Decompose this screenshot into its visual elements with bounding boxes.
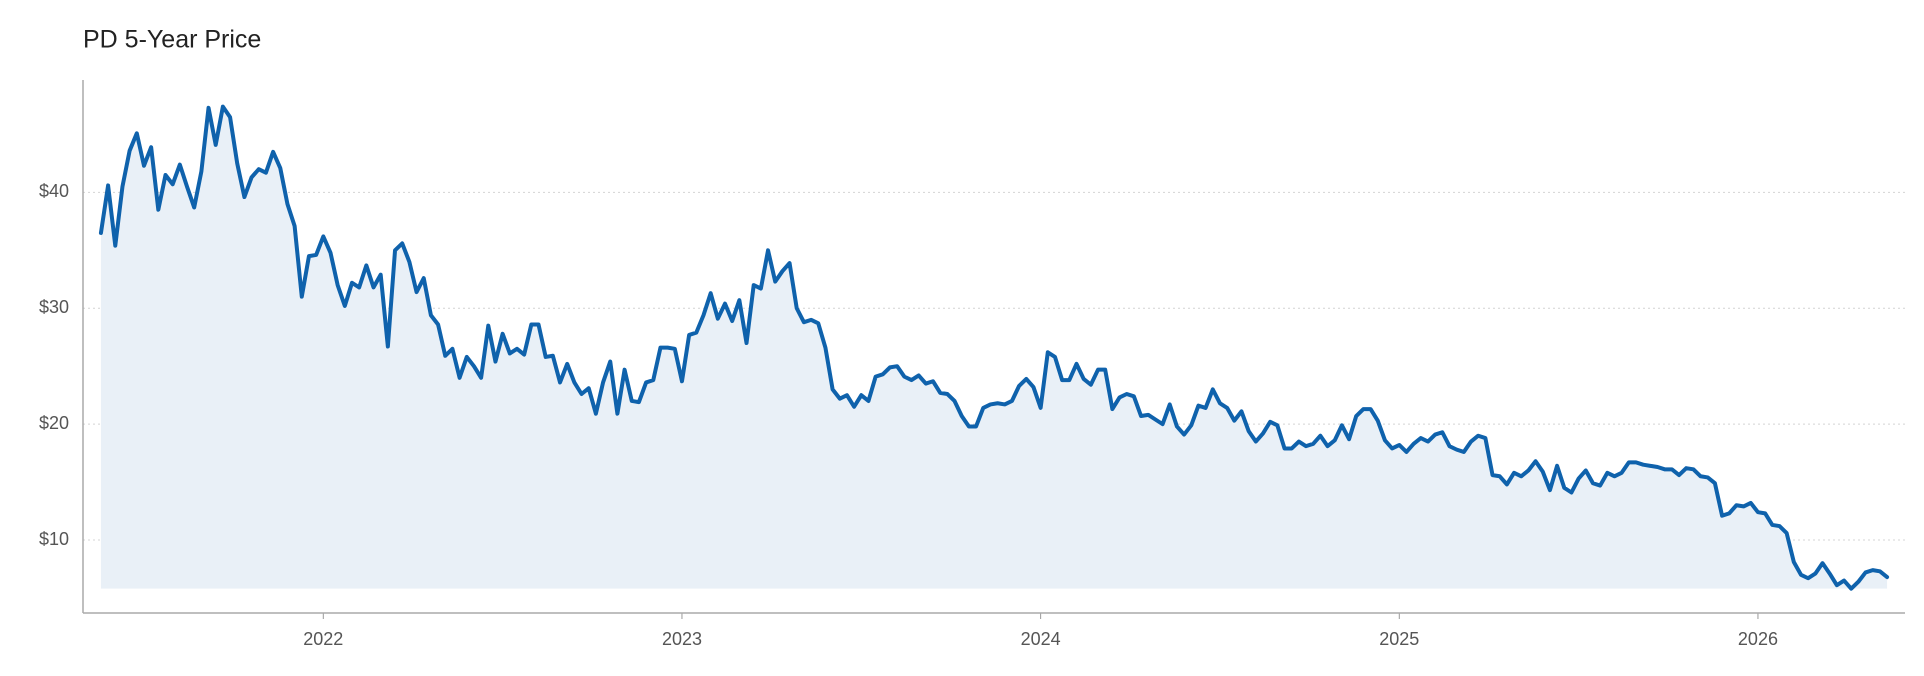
y-tick-label: $20: [39, 413, 69, 433]
x-tick-label: 2024: [1021, 629, 1061, 649]
y-tick-label: $30: [39, 297, 69, 317]
x-tick-label: 2023: [662, 629, 702, 649]
price-line: [98, 104, 1890, 591]
chart-title: PD 5-Year Price: [83, 26, 261, 54]
area-fill: [100, 106, 1888, 589]
y-tick-label: $10: [39, 529, 69, 549]
x-tick-label: 2026: [1738, 629, 1778, 649]
y-tick-label: $40: [39, 181, 69, 201]
x-tick-label: 2022: [303, 629, 343, 649]
x-tick-label: 2025: [1379, 629, 1419, 649]
